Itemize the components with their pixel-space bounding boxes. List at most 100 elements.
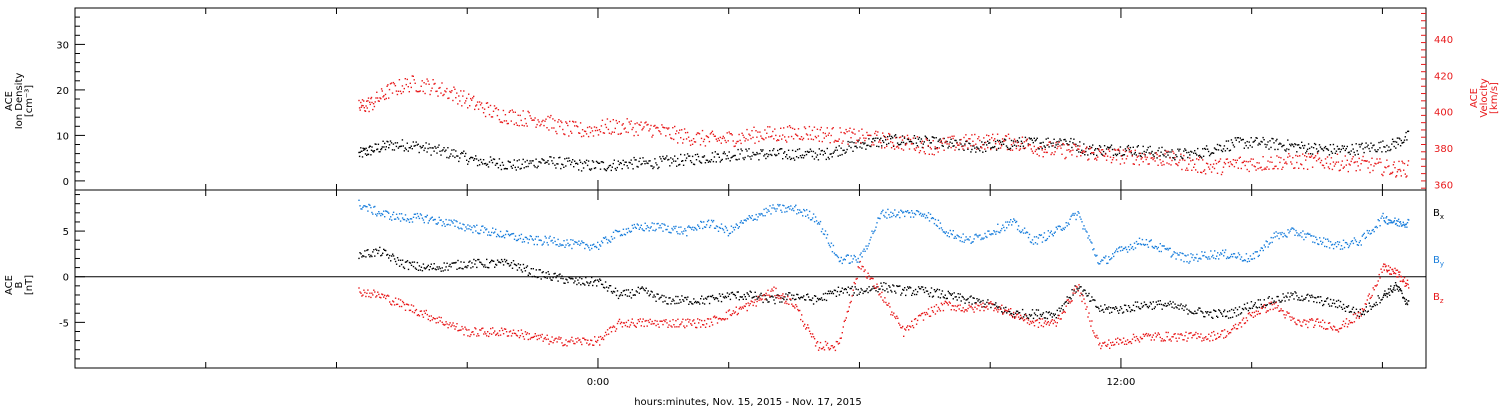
- bx-point: [884, 290, 886, 292]
- velocity-point: [1172, 150, 1174, 153]
- by-point: [408, 221, 411, 223]
- velocity-point: [711, 130, 714, 132]
- velocity-point: [1291, 163, 1293, 165]
- by-point: [1000, 229, 1002, 232]
- by-point: [534, 238, 536, 240]
- velocity-point: [802, 137, 805, 140]
- by-point: [466, 228, 468, 230]
- density-point: [554, 164, 556, 166]
- velocity-point: [454, 88, 456, 90]
- by-point: [723, 231, 726, 234]
- velocity-point: [485, 102, 488, 104]
- bz-point: [380, 297, 382, 299]
- bz-point: [368, 295, 370, 298]
- by-point: [900, 209, 902, 211]
- density-point: [1157, 149, 1159, 152]
- density-point: [1386, 144, 1388, 147]
- by-point: [897, 214, 899, 216]
- bx-point: [729, 298, 732, 301]
- by-point: [606, 242, 609, 244]
- velocity-point: [940, 139, 942, 142]
- by-point: [483, 231, 485, 234]
- bx-point: [910, 287, 912, 289]
- velocity-point: [1149, 153, 1151, 155]
- bz-point: [882, 299, 884, 301]
- bz-point: [726, 318, 729, 320]
- density-point: [947, 147, 949, 149]
- bx-point: [545, 272, 547, 274]
- bx-point: [881, 285, 883, 287]
- velocity-point: [895, 146, 898, 148]
- bx-point: [745, 298, 747, 300]
- velocity-point: [1297, 155, 1299, 157]
- by-point: [956, 234, 958, 236]
- by-point: [1393, 220, 1396, 222]
- density-point: [1361, 142, 1363, 145]
- density-point: [640, 163, 642, 166]
- by-point: [1309, 233, 1311, 235]
- by-point: [590, 244, 592, 246]
- bx-point: [650, 290, 652, 292]
- bz-point: [659, 320, 661, 322]
- by-point: [712, 219, 715, 222]
- density-point: [1083, 143, 1085, 145]
- density-point: [994, 140, 997, 143]
- density-point: [594, 167, 597, 169]
- bx-point: [1362, 311, 1364, 313]
- by-point: [816, 223, 819, 225]
- density-point: [1328, 154, 1331, 156]
- density-point: [823, 150, 825, 153]
- density-point: [1199, 154, 1201, 157]
- by-point: [1348, 245, 1351, 247]
- by-point: [1081, 221, 1083, 223]
- bx-point: [801, 296, 803, 298]
- velocity-point: [722, 135, 724, 138]
- bz-point: [552, 342, 554, 344]
- density-point: [1029, 138, 1031, 140]
- bx-point: [1028, 313, 1031, 316]
- velocity-point: [1064, 157, 1066, 160]
- by-point: [1258, 254, 1260, 257]
- density-point: [668, 158, 670, 161]
- velocity-point: [606, 118, 609, 120]
- density-point: [540, 162, 542, 164]
- bx-point: [935, 290, 938, 292]
- velocity-point: [1119, 163, 1122, 165]
- by-point: [578, 240, 580, 242]
- bz-point: [895, 317, 897, 320]
- by-point: [991, 233, 993, 235]
- bx-point: [821, 299, 824, 301]
- density-point: [848, 145, 850, 147]
- velocity-point: [1304, 155, 1306, 157]
- velocity-point: [1394, 167, 1396, 169]
- bx-point: [1023, 314, 1026, 316]
- by-point: [1378, 220, 1380, 222]
- bx-point: [1243, 303, 1246, 306]
- bx-point: [1327, 297, 1329, 299]
- velocity-point: [1360, 163, 1362, 165]
- bx-point: [1328, 305, 1331, 307]
- velocity-point: [1382, 174, 1384, 177]
- by-point: [1350, 240, 1353, 243]
- bx-point: [909, 286, 911, 288]
- density-point: [398, 145, 401, 148]
- by-point: [1327, 238, 1329, 240]
- bx-point: [424, 268, 426, 270]
- bx-point: [1250, 301, 1253, 303]
- bx-point: [1405, 303, 1407, 305]
- velocity-point: [1095, 157, 1097, 159]
- by-point: [783, 205, 785, 207]
- bx-point: [1213, 309, 1215, 311]
- by-point: [903, 211, 905, 213]
- velocity-point: [1098, 150, 1101, 152]
- velocity-point: [645, 121, 647, 123]
- by-point: [812, 213, 815, 215]
- bx-point: [451, 262, 453, 264]
- velocity-point: [512, 111, 514, 113]
- bz-point: [699, 319, 701, 321]
- by-point: [413, 213, 416, 215]
- bx-point: [1100, 305, 1102, 307]
- by-point: [974, 234, 976, 236]
- density-point: [363, 147, 365, 150]
- by-point: [848, 262, 850, 264]
